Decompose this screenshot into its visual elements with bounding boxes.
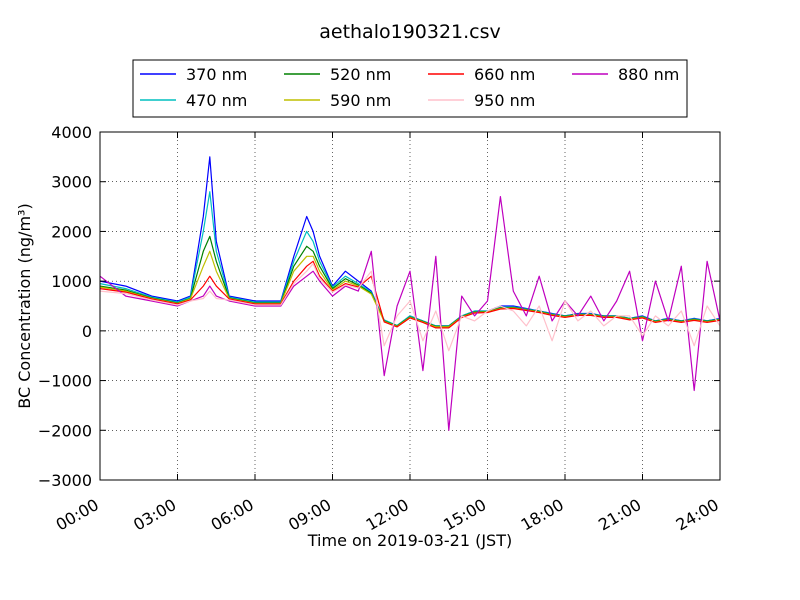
y-tick-label: −2000 [38, 421, 92, 440]
legend: 370 nm 470 nm 520 nm 590 nm 660 nm 880 nm 950 … [132, 59, 688, 118]
legend-box [132, 59, 688, 118]
legend-label-880-nm: 880 nm [618, 65, 679, 84]
plot-area [99, 131, 721, 481]
legend-label-950-nm: 950 nm [474, 91, 535, 110]
x-tick-label: 24:00 [673, 495, 722, 535]
x-tick-labels: 00:00 03:00 06:00 09:00 12:00 15:00 18:00 21:00… [53, 495, 722, 535]
x-axis-label: Time on 2019-03-21 (JST) [307, 531, 512, 550]
y-tick-label: 1000 [51, 272, 92, 291]
legend-label-660-nm: 660 nm [474, 65, 535, 84]
plot-background [100, 132, 720, 480]
x-tick-label: 12:00 [363, 495, 412, 535]
ticks [99, 131, 721, 481]
y-tick-label: 0 [82, 322, 92, 341]
chart-title: aethalo190321.csv [319, 21, 501, 43]
series-line-880-nm [99, 196, 721, 431]
x-tick-label: 15:00 [440, 495, 489, 535]
series-layer [99, 156, 721, 431]
legend-items: 370 nm 470 nm 520 nm 590 nm 660 nm 880 nm 950 … [140, 65, 679, 110]
legend-label-520-nm: 520 nm [330, 65, 391, 84]
legend-label-470-nm: 470 nm [186, 91, 247, 110]
series-line-950-nm [99, 263, 721, 352]
x-tick-label: 21:00 [595, 495, 644, 535]
y-tick-label: 2000 [51, 222, 92, 241]
y-axis-label: BC Concentration (ng/m³) [15, 203, 34, 408]
y-tick-label: 4000 [51, 123, 92, 142]
legend-label-590-nm: 590 nm [330, 91, 391, 110]
x-tick-label: 03:00 [130, 495, 179, 535]
y-tick-label: −3000 [38, 471, 92, 490]
legend-label-370-nm: 370 nm [186, 65, 247, 84]
x-tick-label: 18:00 [518, 495, 567, 535]
y-tick-label: 3000 [51, 173, 92, 192]
y-tick-label: −1000 [38, 372, 92, 391]
x-tick-label: 09:00 [285, 495, 334, 535]
x-tick-label: 06:00 [208, 495, 257, 535]
x-tick-label: 00:00 [53, 495, 102, 535]
y-tick-labels: −3000 −2000 −1000 0 1000 2000 3000 4000 [38, 123, 92, 490]
